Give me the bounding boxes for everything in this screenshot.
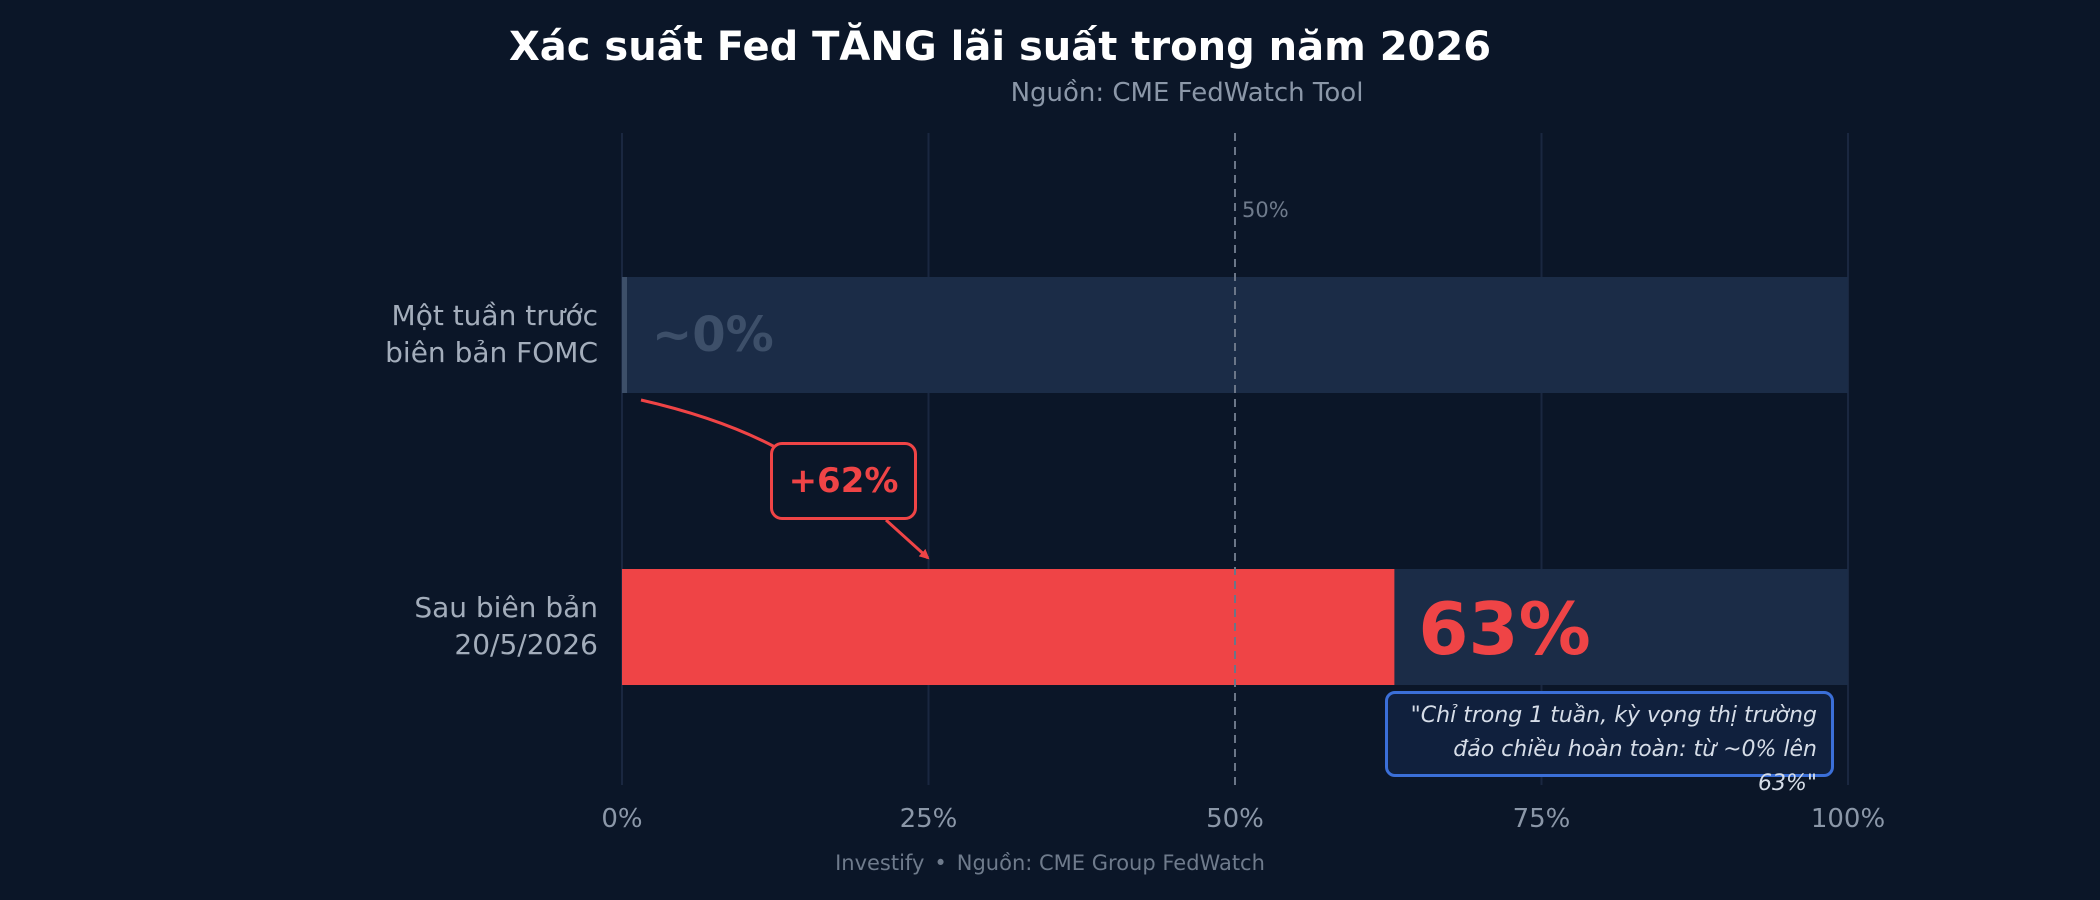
x-tick-label: 50%: [1206, 804, 1264, 834]
quote-box: "Chỉ trong 1 tuần, kỳ vọng thị trường đả…: [1385, 691, 1834, 796]
x-tick-label: 0%: [601, 804, 642, 834]
footer-separator: •: [934, 851, 947, 875]
value-label: 63%: [1418, 587, 1590, 671]
quote-line-2: đảo chiều hoàn toàn: từ ~0% lên 63%": [1453, 737, 1817, 796]
footer: Investify • Nguồn: CME Group FedWatch: [0, 851, 2100, 875]
category-label-line: Một tuần trước: [392, 299, 598, 332]
value-label: ~0%: [652, 307, 774, 363]
x-tick-label: 25%: [900, 804, 958, 834]
delta-arrow: [640, 398, 928, 558]
x-tick-label: 100%: [1811, 804, 1885, 834]
x-tick-label: 75%: [1513, 804, 1571, 834]
chart-subtitle: Nguồn: CME FedWatch Tool: [1010, 78, 1364, 108]
footer-brand: Investify: [835, 851, 925, 875]
delta-annotation: +62%: [770, 442, 917, 520]
bar: [622, 569, 1395, 685]
category-label-line: Sau biên bản: [414, 591, 598, 624]
bar: [622, 277, 627, 393]
category-label: Một tuần trước biên bản FOMC: [385, 299, 598, 369]
category-label-line: 20/5/2026: [454, 628, 598, 661]
chart-title: Xác suất Fed TĂNG lãi suất trong năm 202…: [508, 24, 1492, 70]
reference-line-label: 50%: [1242, 198, 1289, 222]
category-label-line: biên bản FOMC: [385, 336, 598, 369]
category-label: Sau biên bản 20/5/2026: [414, 591, 598, 661]
quote-line-1: "Chỉ trong 1 tuần, kỳ vọng thị trường: [1410, 703, 1817, 728]
footer-source: Nguồn: CME Group FedWatch: [956, 851, 1265, 875]
